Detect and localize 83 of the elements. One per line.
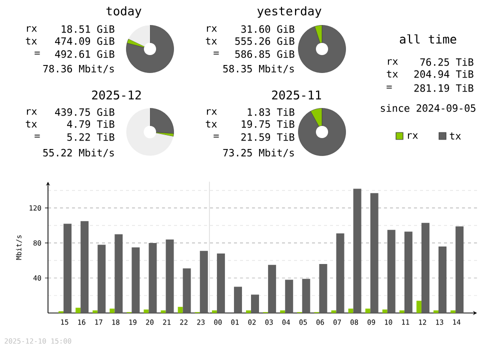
bar xyxy=(353,188,362,313)
text: all time xyxy=(400,34,456,44)
bar xyxy=(234,286,242,313)
text: 19.75 TiB xyxy=(242,120,294,128)
text: 31.60 GiB xyxy=(241,25,294,33)
bar xyxy=(144,309,149,313)
text: tx xyxy=(26,37,37,45)
bar xyxy=(268,264,276,313)
text: 586.85 GiB xyxy=(235,50,294,58)
bar xyxy=(200,250,208,313)
bar xyxy=(370,193,378,313)
chart-title: today xyxy=(106,6,142,18)
bar xyxy=(114,234,123,313)
legend-label: tx xyxy=(450,132,461,140)
text: rx xyxy=(388,59,398,65)
bar xyxy=(336,233,344,313)
bar xyxy=(212,310,217,313)
chart-title: 2025-11 xyxy=(272,90,321,100)
text: tx xyxy=(206,120,217,128)
text: rx xyxy=(26,26,37,32)
chart-title: yesterday xyxy=(257,6,322,18)
text: tx xyxy=(206,37,217,45)
legend-label: rx xyxy=(408,133,418,139)
text: 474.09 GiB xyxy=(55,37,114,45)
bar xyxy=(251,294,260,313)
text: 18.51 GiB xyxy=(62,25,114,33)
text: 76.25 TiB xyxy=(420,58,474,66)
bar xyxy=(166,239,174,313)
bar xyxy=(404,232,412,313)
text: 73.25 Mbit/s xyxy=(223,148,294,158)
text: 439.75 GiB xyxy=(55,108,114,116)
bar xyxy=(421,222,430,313)
bar xyxy=(80,221,89,313)
text: 21.59 TiB xyxy=(241,133,294,141)
text: = xyxy=(386,86,392,89)
bar xyxy=(438,246,447,313)
bar xyxy=(331,310,336,313)
text: 4.79 TiB xyxy=(67,120,114,128)
text: since 2024-09-05 xyxy=(380,104,476,112)
text: tx xyxy=(26,120,37,128)
text: = xyxy=(34,52,40,55)
bar xyxy=(387,230,396,313)
bar xyxy=(132,247,140,313)
bar xyxy=(160,310,166,313)
bar xyxy=(382,309,388,313)
text: 1.83 TiB xyxy=(248,108,294,116)
text: = xyxy=(214,52,219,55)
bar xyxy=(302,278,310,313)
bar xyxy=(98,244,106,313)
bar xyxy=(434,310,439,313)
bar xyxy=(365,308,370,313)
bar xyxy=(456,226,464,313)
bar xyxy=(285,280,294,313)
bar xyxy=(280,310,286,313)
text: 5.22 TiB xyxy=(67,133,114,141)
bar xyxy=(148,242,157,313)
text: 204.94 TiB xyxy=(414,70,474,78)
text: = xyxy=(214,134,219,138)
bar xyxy=(182,268,191,313)
bar xyxy=(216,253,225,313)
text: 555.26 GiB xyxy=(235,37,294,45)
bar xyxy=(450,310,456,313)
chart-title: 2025-12 xyxy=(92,90,141,100)
bar xyxy=(178,306,183,313)
bar xyxy=(64,224,72,313)
bar xyxy=(399,310,404,313)
bar xyxy=(319,264,328,313)
bar xyxy=(348,308,354,313)
text: rx xyxy=(206,26,217,32)
text: rx xyxy=(26,109,37,115)
text: 78.36 Mbit/s xyxy=(43,64,114,74)
text: = xyxy=(34,134,40,138)
bar xyxy=(92,310,98,313)
bar xyxy=(246,310,252,313)
bar xyxy=(76,308,81,313)
text: 58.35 Mbit/s xyxy=(223,64,294,74)
text: 492.61 GiB xyxy=(55,50,114,58)
bar xyxy=(416,300,422,313)
bar xyxy=(110,308,115,313)
text: rx xyxy=(206,109,217,115)
text: 281.19 TiB xyxy=(414,84,474,92)
text: 55.22 Mbit/s xyxy=(43,148,114,158)
text: tx xyxy=(386,70,398,78)
